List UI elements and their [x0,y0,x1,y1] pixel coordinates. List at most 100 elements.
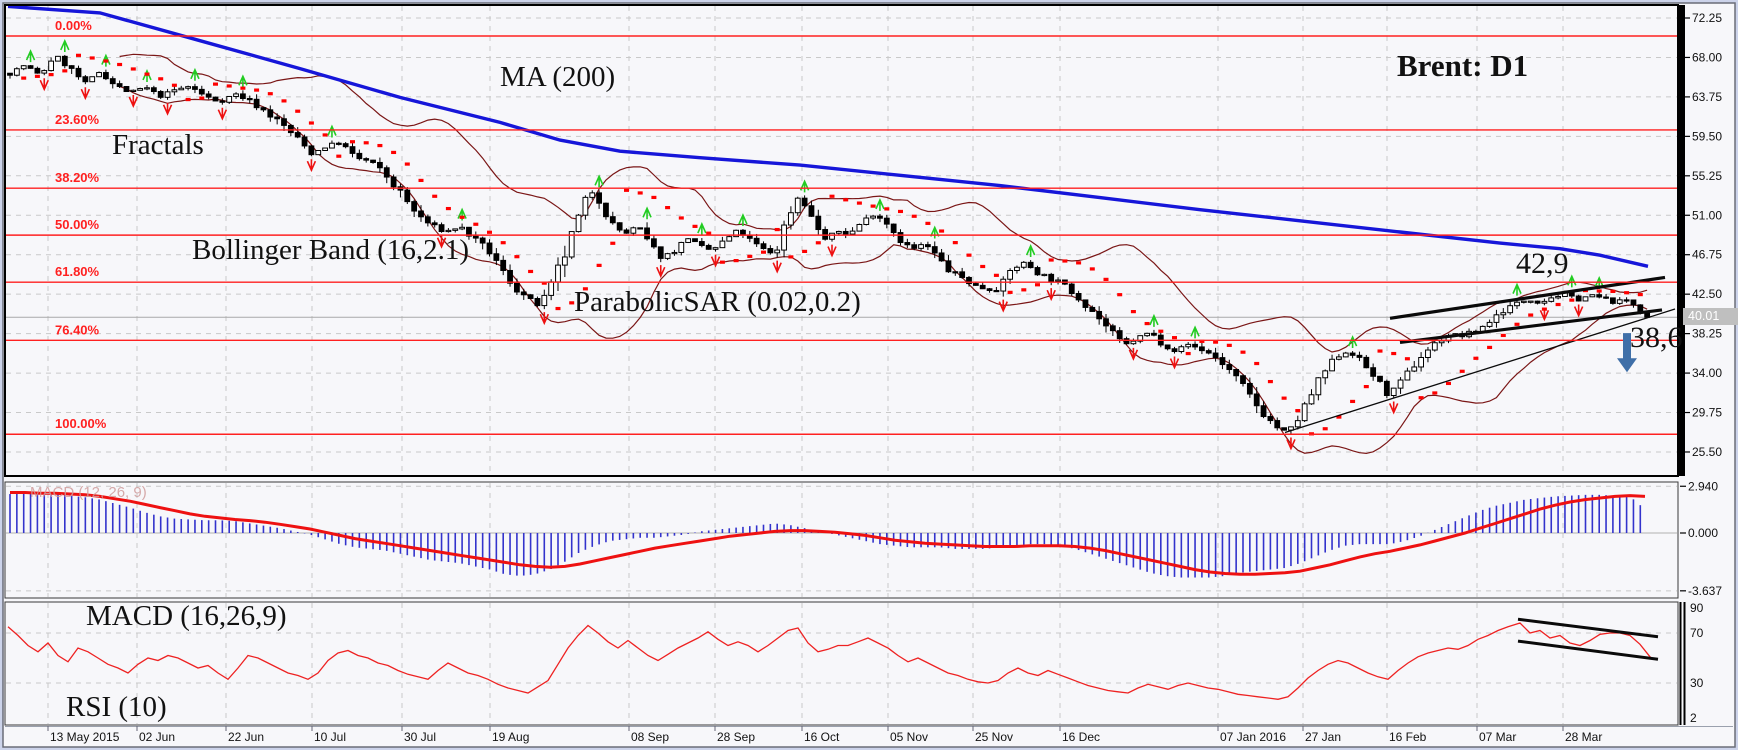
candlesticks [7,54,1651,435]
down-fractal-icon [217,107,228,121]
price-tick-label: 25.50 [1692,445,1722,459]
macd-tick-label: 2.940 [1688,479,1718,493]
date-tick-label: 25 Nov [975,730,1013,744]
down-fractal-icon [1169,356,1180,370]
date-tick-label: 05 Nov [890,730,928,744]
down-fractal-icon [656,265,666,279]
gridlines [6,6,1677,731]
date-tick-label: 10 Jul [314,730,346,744]
price-tick-label: 68.00 [1692,50,1722,64]
parabolic-sar-label: ParabolicSAR (0.02,0.2) [574,286,861,318]
down-fractal-icon [772,260,782,274]
rsi-channel-line-upper[interactable] [1517,617,1659,639]
down-fractal-icon [162,102,173,116]
macd-tick-label: -3.637 [1688,584,1722,598]
channel-upper[interactable] [1389,275,1666,320]
macd-label: MACD (16,26,9) [86,600,287,632]
ma200-label: MA (200) [500,61,616,93]
down-fractal-icon [1573,304,1584,318]
support-trendline-thin[interactable] [1284,308,1676,434]
macd-signal-line [10,491,1646,576]
macd-pane[interactable] [6,491,1677,578]
date-tick-label: 02 Jun [139,730,175,744]
channel-lower[interactable] [1399,308,1663,345]
date-tick-label: 22 Jun [228,730,264,744]
fib-level-label: 100.00% [55,416,107,431]
date-tick-label: 19 Aug [492,730,529,744]
parabolic-sar-dots [21,53,1643,436]
date-tick-label: 07 Jan 2016 [1220,730,1286,744]
fib-level-label: 76.40% [55,322,100,337]
up-fractal-icon [1347,335,1358,349]
macd-tick-label: 0.000 [1688,526,1718,540]
price-tick-label: 46.75 [1692,248,1722,262]
up-fractal-icon [1149,313,1159,327]
down-fractal-icon [1046,288,1056,302]
up-fractal-icon [327,124,337,138]
fibonacci-levels[interactable]: 0.00% 23.60% 38.20% 50.00% 61.80% 76.40% 100.0… [6,18,1677,435]
date-tick-label: 13 May 2015 [50,730,120,744]
rsi-channel-line-lower[interactable] [1517,639,1659,661]
down-fractal-icon [1388,401,1399,415]
price-tick-label: 72.25 [1692,11,1722,25]
fractal-arrows [25,38,1604,451]
rsi-tick-label: 90 [1690,601,1704,615]
price-tick-label: 63.75 [1692,90,1722,104]
ma200-line [7,6,1649,268]
bollinger-label: Bollinger Band (16,2.1) [192,234,470,266]
down-fractal-icon [80,87,91,101]
price-tick-label: 38.25 [1692,327,1722,341]
rsi-line [7,622,1653,700]
date-tick-label: 30 Jul [404,730,436,744]
up-fractal-icon [238,74,248,88]
rsi-label: RSI (10) [66,691,167,723]
down-fractal-icon [998,299,1008,313]
fib-level-label: 0.00% [55,18,92,33]
up-fractal-icon [875,197,885,211]
down-arrow-icon[interactable] [1617,333,1637,373]
target-price-label: 38,6 [1630,321,1683,354]
macd-ghost-label: MACD (12, 26, 9) [30,484,147,501]
price-tick-label: 42.50 [1692,287,1722,301]
date-tick-label: 28 Mar [1565,730,1602,744]
price-tick-label: 59.50 [1692,129,1722,143]
up-fractal-icon [738,213,748,227]
up-fractal-icon [1512,282,1522,296]
up-fractal-icon [594,174,604,188]
rsi-pane[interactable] [7,617,1659,700]
fib-level-label: 61.80% [55,264,100,279]
price-axis: 72.25 68.00 63.75 59.50 55.25 51.00 46.75 42.50… [1680,11,1722,725]
up-fractal-icon [190,67,200,81]
up-fractal-icon [697,222,707,236]
date-tick-label: 27 Jan [1305,730,1341,744]
fib-level-label: 50.00% [55,217,100,232]
date-tick-label: 08 Sep [631,730,669,744]
date-tick-label: 07 Mar [1479,730,1516,744]
fib-level-label: 38.20% [55,170,100,185]
current-price-badge: 40.01 [1683,308,1738,325]
down-fractal-icon [710,254,721,268]
fib-level-label: 23.60% [55,112,100,127]
up-fractal-icon [25,49,36,63]
rsi-tick-label: 70 [1690,626,1704,640]
up-fractal-icon [799,179,810,193]
up-fractal-icon [1025,244,1036,258]
time-axis-labels: 13 May 2015 02 Jun 22 Jun 10 Jul 30 Jul 19 Au… [50,730,1602,744]
price-pane[interactable] [6,6,1677,455]
fractals-label: Fractals [112,129,204,161]
rsi-panel[interactable] [4,601,1679,726]
rsi-tick-label: 2 [1690,711,1697,725]
price-tick-label: 34.00 [1692,366,1722,380]
up-fractal-icon [60,38,70,52]
date-tick-label: 16 Dec [1062,730,1100,744]
down-fractal-icon [1128,347,1139,361]
macd-panel[interactable] [4,481,1679,599]
price-tick-label: 51.00 [1692,208,1722,222]
date-tick-label: 16 Oct [804,730,840,744]
down-fractal-icon [306,159,317,173]
price-tick-label: 29.75 [1692,406,1722,420]
bollinger-bands [119,53,1648,455]
down-fractal-icon [436,235,447,249]
